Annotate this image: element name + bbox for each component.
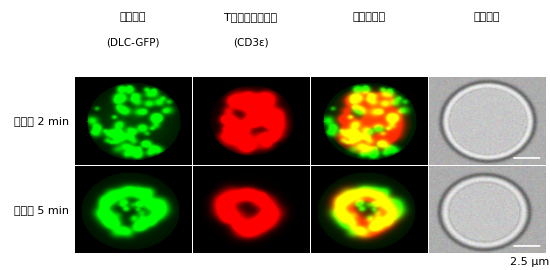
Text: 2.5 μm: 2.5 μm bbox=[510, 257, 549, 267]
Text: 重ね合わせ: 重ね合わせ bbox=[353, 12, 386, 22]
Text: (DLC-GFP): (DLC-GFP) bbox=[106, 37, 160, 47]
Text: 透過光像: 透過光像 bbox=[474, 12, 500, 22]
Text: 落下後 2 min: 落下後 2 min bbox=[14, 116, 69, 126]
Text: ダイニン: ダイニン bbox=[120, 12, 146, 22]
Text: (CD3ε): (CD3ε) bbox=[233, 37, 269, 47]
Text: T細胞抗原受容体: T細胞抗原受容体 bbox=[224, 12, 278, 22]
Text: 落下後 5 min: 落下後 5 min bbox=[14, 205, 69, 215]
